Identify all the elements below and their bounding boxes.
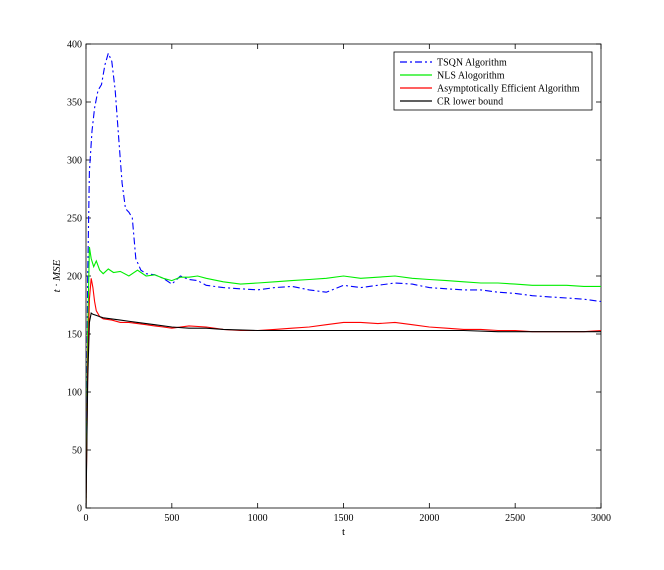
y-axis-label: t · MSE [51,259,63,292]
y-tick-label: 100 [67,388,82,399]
y-tick-label: 250 [67,214,82,225]
legend-entry-label: Asymptotically Efficient Algorithm [437,84,580,95]
legend: TSQN Algorithm NLS Alogorithm Asymptotical… [393,51,593,111]
legend-entry-label: CR lower bound [437,97,503,108]
x-tick-label: 1500 [334,513,354,524]
x-tick-label: 500 [164,513,179,524]
series-lines [86,51,601,508]
y-tick-label: 300 [67,156,82,167]
x-tick-label: 1000 [248,513,268,524]
y-tick-label: 0 [77,504,82,515]
x-tick-label: 2500 [505,513,525,524]
legend-entry-label: TSQN Algorithm [437,58,507,69]
y-tick-label: 400 [67,40,82,51]
x-tick-label: 2000 [419,513,439,524]
series-line-1 [86,246,601,508]
legend-entry-label: NLS Alogorithm [437,71,505,82]
y-tick-label: 50 [72,446,82,457]
series-line-0 [86,51,601,508]
tick-labels: 0 500 1000 1500 2000 2500 3000 0 50 100 150 200 250 3… [67,40,611,525]
x-tick-label: 0 [84,513,89,524]
x-tick-label: 3000 [591,513,611,524]
series-line-2 [86,278,601,508]
x-axis-label: t [342,526,345,538]
y-tick-label: 200 [67,272,82,283]
y-tick-label: 350 [67,98,82,109]
series-line-3 [86,312,601,508]
axes [85,43,602,509]
y-tick-label: 150 [67,330,82,341]
